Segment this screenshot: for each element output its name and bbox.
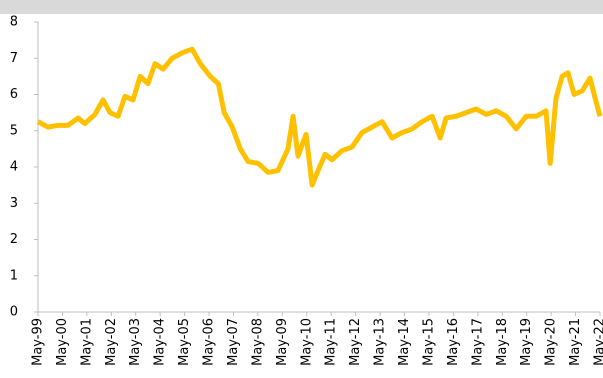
y-tick-label: 0 [10,305,18,320]
x-tick-label: May-14 [397,318,412,366]
x-tick-label: May-01 [79,318,94,366]
x-tick-label: May-04 [153,318,168,366]
x-tick-label: May-99 [31,318,46,366]
x-tick-label: May-18 [495,318,510,366]
x-tick-label: May-03 [128,318,143,366]
x-tick-label: May-22 [593,318,603,366]
x-tick-label: May-08 [250,318,265,366]
title-band [0,0,603,14]
data-line [36,46,603,188]
x-tick-label: May-07 [226,318,241,366]
x-tick-label: May-21 [568,318,583,366]
x-tick-label: May-12 [348,318,363,366]
x-tick-label: May-11 [324,318,339,366]
x-tick-label: May-20 [544,318,559,366]
y-tick-label: 2 [10,232,18,247]
y-tick-label: 4 [10,160,18,175]
x-tick-label: May-10 [299,318,314,366]
y-tick-label: 7 [10,51,18,66]
x-tick-label: May-06 [202,318,217,366]
y-tick-label: 6 [10,87,18,102]
y-tick-label: 3 [10,196,18,211]
y-tick-label: 1 [10,268,18,283]
x-tick-label: May-09 [275,318,290,366]
x-tick-label: May-17 [470,318,485,366]
y-tick-label: 5 [10,123,18,138]
x-tick-label: May-16 [446,318,461,366]
x-tick-label: May-05 [177,318,192,366]
x-tick-label: May-19 [519,318,534,366]
x-tick-label: May-15 [421,318,436,366]
x-tick-label: May-02 [104,318,119,366]
x-tick-label: May-13 [373,318,388,366]
y-tick-label: 8 [10,15,18,30]
x-tick-label: May-00 [55,318,70,366]
